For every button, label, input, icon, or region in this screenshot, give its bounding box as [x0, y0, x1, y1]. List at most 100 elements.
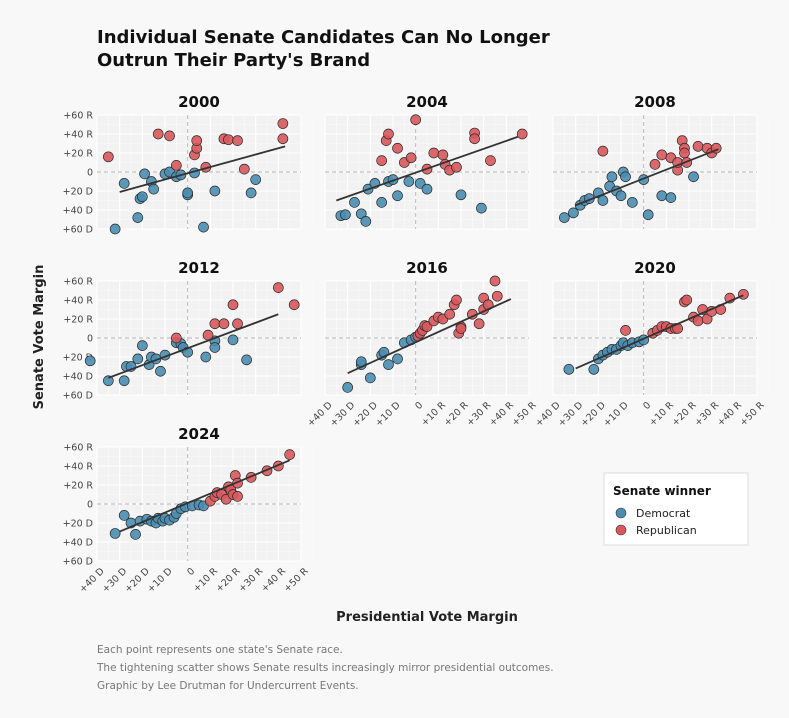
point-republican — [620, 325, 631, 336]
panel-title: 2020 — [634, 259, 676, 277]
point-democrat — [349, 197, 360, 208]
trend-line — [347, 298, 512, 374]
point-democrat — [455, 189, 467, 201]
caption-line-3: Graphic by Lee Drutman for Undercurrent … — [97, 680, 359, 692]
point-democrat — [403, 176, 415, 187]
panel-2012: 2012 +60 R +40 R +20 R 0 +20 D +40 D +60 D — [63, 259, 313, 402]
point-democrat — [688, 171, 699, 183]
point-democrat — [364, 372, 376, 384]
y-tick-label: +20 D — [63, 187, 93, 198]
point-democrat — [250, 174, 262, 185]
point-republican — [227, 299, 239, 311]
point-democrat — [136, 191, 148, 203]
chart-title-line-1: Individual Senate Candidates Can No Long… — [97, 27, 550, 48]
point-democrat — [198, 221, 209, 233]
y-tick-label: +40 D — [63, 206, 93, 217]
panel-2024: 2024+60 R+40 R+20 R0+20 D+40 D+60 D+40 D… — [63, 425, 313, 595]
point-republican — [656, 149, 668, 161]
point-republican — [170, 160, 182, 171]
panel-2004: 2004 — [324, 93, 541, 230]
y-tick-label: +60 R — [63, 277, 93, 288]
y-axis-label: Senate Vote Margin — [32, 265, 47, 410]
point-republican — [455, 323, 467, 334]
point-republican — [232, 491, 243, 502]
panel-2000: 2000 +60 R +40 R +20 R 0 +20 D +40 D +60 D — [63, 93, 313, 236]
point-republican — [516, 128, 528, 140]
x-tick-label: +10 D — [601, 400, 630, 429]
x-tick-label: +10 R — [419, 400, 448, 429]
legend-label-democrat: Democrat — [636, 507, 691, 520]
x-tick-label: +40 R — [487, 400, 516, 429]
point-republican — [451, 161, 462, 173]
point-democrat — [245, 187, 257, 199]
point-republican — [232, 318, 243, 330]
legend: Senate winner Democrat Republican — [603, 472, 749, 546]
point-democrat — [118, 510, 130, 521]
x-tick-label: +40 R — [715, 400, 744, 429]
legend-swatch-democrat — [615, 507, 627, 519]
y-tick-label: +60 D — [63, 391, 93, 402]
point-republican — [232, 135, 243, 146]
y-tick-label: +20 R — [63, 481, 93, 492]
point-democrat — [209, 342, 221, 353]
point-democrat — [665, 192, 677, 203]
point-republican — [649, 159, 661, 170]
point-democrat — [558, 212, 570, 223]
point-republican — [164, 130, 175, 142]
point-republican — [451, 294, 462, 306]
y-tick-label: +40 R — [63, 130, 93, 141]
panel-title: 2012 — [178, 259, 220, 277]
point-democrat — [568, 207, 579, 219]
point-democrat — [392, 190, 403, 202]
trend-line — [336, 136, 518, 202]
x-axis-label: Presidential Vote Margin — [336, 610, 518, 625]
point-democrat — [376, 197, 388, 208]
point-democrat — [606, 171, 618, 183]
y-tick-label: +60 D — [63, 557, 93, 568]
point-republican — [437, 149, 449, 161]
x-tick-label: +30 R — [465, 400, 494, 429]
panel-2008: 2008 — [552, 93, 769, 230]
point-republican — [428, 147, 440, 159]
point-republican — [410, 114, 422, 126]
panel-2020: 2020+40 D+30 D+20 D+10 D 0+10 R+20 R+30 R… — [533, 259, 769, 429]
point-democrat — [642, 209, 654, 221]
point-republican — [272, 282, 284, 293]
x-tick-label: +50 R — [282, 566, 311, 595]
x-tick-label: +50 R — [738, 400, 767, 429]
point-republican — [392, 142, 403, 154]
point-democrat — [209, 185, 221, 197]
point-democrat — [342, 382, 354, 393]
point-democrat — [241, 354, 252, 366]
x-tick-label: +50 R — [510, 400, 539, 429]
y-tick-label: +40 D — [63, 538, 93, 549]
point-democrat — [130, 529, 141, 540]
point-democrat — [414, 178, 426, 189]
y-tick-label: +40 R — [63, 462, 93, 473]
point-republican — [473, 318, 485, 330]
point-democrat — [139, 168, 150, 180]
point-republican — [485, 155, 496, 166]
point-democrat — [148, 183, 160, 195]
point-democrat — [383, 359, 394, 370]
point-republican — [491, 290, 503, 302]
point-republican — [102, 151, 114, 163]
point-republican — [489, 275, 501, 287]
point-democrat — [200, 351, 212, 363]
point-republican — [209, 318, 221, 330]
legend-label-republican: Republican — [636, 524, 697, 537]
x-tick-label: +40 R — [259, 566, 288, 595]
point-republican — [223, 134, 234, 146]
point-republican — [288, 299, 300, 311]
point-democrat — [615, 190, 627, 202]
x-tick-label: +10 R — [647, 400, 676, 429]
point-democrat — [588, 364, 600, 375]
point-democrat — [563, 364, 575, 375]
legend-box — [603, 472, 749, 546]
y-tick-label: +60 D — [63, 225, 93, 236]
point-democrat — [132, 353, 144, 365]
legend-title: Senate winner — [613, 484, 711, 498]
point-republican — [405, 152, 417, 164]
panel-title: 2000 — [178, 93, 220, 111]
